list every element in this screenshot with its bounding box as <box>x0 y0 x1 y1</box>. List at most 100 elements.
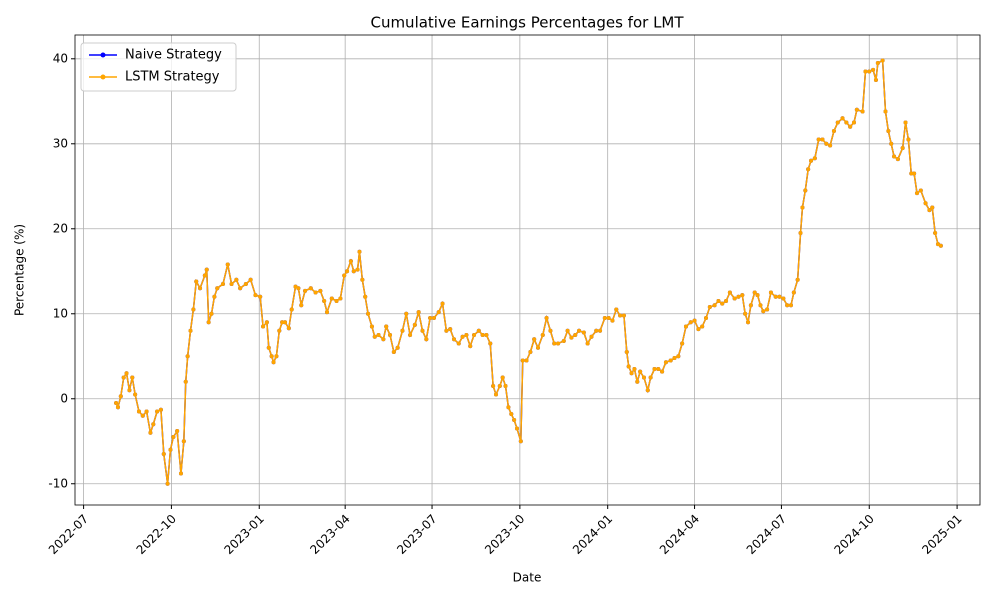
point <box>514 426 519 431</box>
point <box>581 330 586 335</box>
point <box>366 311 371 316</box>
point <box>148 430 153 435</box>
point <box>556 341 561 346</box>
point <box>468 344 473 349</box>
point <box>212 294 217 299</box>
legend-marker <box>100 52 106 58</box>
point <box>456 341 461 346</box>
point <box>238 286 243 291</box>
point <box>506 405 511 410</box>
y-tick-label: 0 <box>60 391 68 405</box>
point <box>493 392 498 397</box>
point <box>412 322 417 327</box>
point <box>274 354 279 359</box>
point <box>518 439 523 444</box>
point <box>909 171 914 176</box>
point <box>867 69 872 74</box>
point <box>115 405 120 410</box>
point <box>133 392 138 397</box>
point <box>215 286 220 291</box>
point <box>565 328 570 333</box>
point <box>540 333 545 338</box>
point <box>848 124 853 129</box>
point <box>424 337 429 342</box>
legend: Naive Strategy LSTM Strategy <box>80 42 237 92</box>
point <box>831 129 836 134</box>
point <box>544 316 549 321</box>
point <box>286 326 291 331</box>
point <box>938 243 943 248</box>
point <box>124 371 129 376</box>
point <box>178 471 183 476</box>
y-tick-label: 10 <box>53 306 68 320</box>
point <box>906 137 911 142</box>
point <box>258 294 263 299</box>
point <box>509 412 514 417</box>
point <box>225 262 230 267</box>
point <box>777 294 782 299</box>
point <box>140 413 145 418</box>
point <box>629 371 634 376</box>
point <box>296 286 301 291</box>
point <box>329 296 334 301</box>
point <box>185 354 190 359</box>
point <box>151 422 156 427</box>
point <box>220 282 225 287</box>
point <box>524 358 529 363</box>
point <box>683 324 688 329</box>
point <box>732 296 737 301</box>
point <box>491 384 496 389</box>
point <box>795 277 800 282</box>
point <box>761 309 766 314</box>
point <box>299 303 304 308</box>
point <box>381 337 386 342</box>
point <box>357 249 362 254</box>
point <box>873 78 878 83</box>
point <box>391 350 396 355</box>
point <box>875 61 880 66</box>
point <box>602 316 607 321</box>
y-tick-label: 20 <box>53 221 68 235</box>
point <box>720 301 725 306</box>
point <box>451 337 456 342</box>
point <box>746 320 751 325</box>
point <box>800 205 805 210</box>
point <box>165 481 170 486</box>
point <box>234 277 239 282</box>
point <box>914 191 919 196</box>
point <box>372 334 377 339</box>
legend-marker <box>100 74 106 80</box>
point <box>348 259 353 264</box>
x-axis-label: Date <box>513 571 542 585</box>
point <box>871 67 876 72</box>
point <box>363 294 368 299</box>
y-tick-label: 30 <box>53 136 68 150</box>
point <box>895 157 900 162</box>
point <box>464 333 469 338</box>
point <box>927 208 932 213</box>
point <box>130 375 135 380</box>
point <box>933 231 938 236</box>
point <box>918 188 923 193</box>
point <box>585 341 590 346</box>
point <box>253 293 258 298</box>
point <box>840 116 845 121</box>
point <box>283 320 288 325</box>
y-tick-label: -10 <box>48 476 68 490</box>
point <box>277 328 282 333</box>
point <box>781 296 786 301</box>
legend-label: Naive Strategy <box>125 48 222 63</box>
point <box>345 269 350 274</box>
point <box>688 320 693 325</box>
point <box>618 313 623 318</box>
point <box>497 384 502 389</box>
point <box>269 354 274 359</box>
point <box>663 360 668 365</box>
point <box>313 290 318 295</box>
point <box>610 318 615 323</box>
point <box>577 328 582 333</box>
point <box>369 324 374 329</box>
point <box>645 388 650 393</box>
